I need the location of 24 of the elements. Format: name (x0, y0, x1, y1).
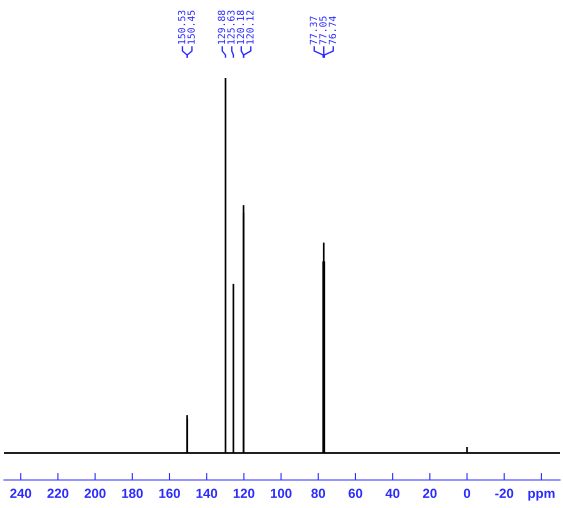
annotation: 76.74 (328, 16, 336, 44)
annotation: 125.63 (227, 10, 235, 44)
x-tick-label: 40 (386, 488, 400, 498)
annotation: 129.88 (218, 10, 226, 44)
annotation: 77.05 (319, 16, 327, 44)
x-tick-label: 240 (10, 488, 32, 498)
x-tick-label: 100 (270, 488, 292, 498)
x-tick-label: -20 (495, 488, 514, 498)
annotation: 120.12 (246, 10, 254, 44)
x-tick-label: 60 (348, 488, 362, 498)
x-tick-label: 80 (311, 488, 326, 498)
x-tick-label: 120 (234, 488, 254, 498)
x-tick-label: 140 (196, 488, 218, 498)
x-tick-label: 220 (47, 488, 68, 498)
x-tick-label: 160 (159, 488, 180, 498)
annotation: 150.53 (178, 10, 186, 44)
annotation: 150.45 (187, 10, 195, 44)
annotation: 120.18 (236, 10, 244, 44)
x-tick-label: 0 (464, 488, 470, 498)
x-tick-label: 20 (422, 488, 437, 498)
x-tick-label: 180 (122, 488, 143, 498)
x-tick-label: 200 (84, 488, 106, 498)
x-tick-label: ppm (528, 490, 555, 501)
annotation: 77.37 (310, 16, 318, 44)
